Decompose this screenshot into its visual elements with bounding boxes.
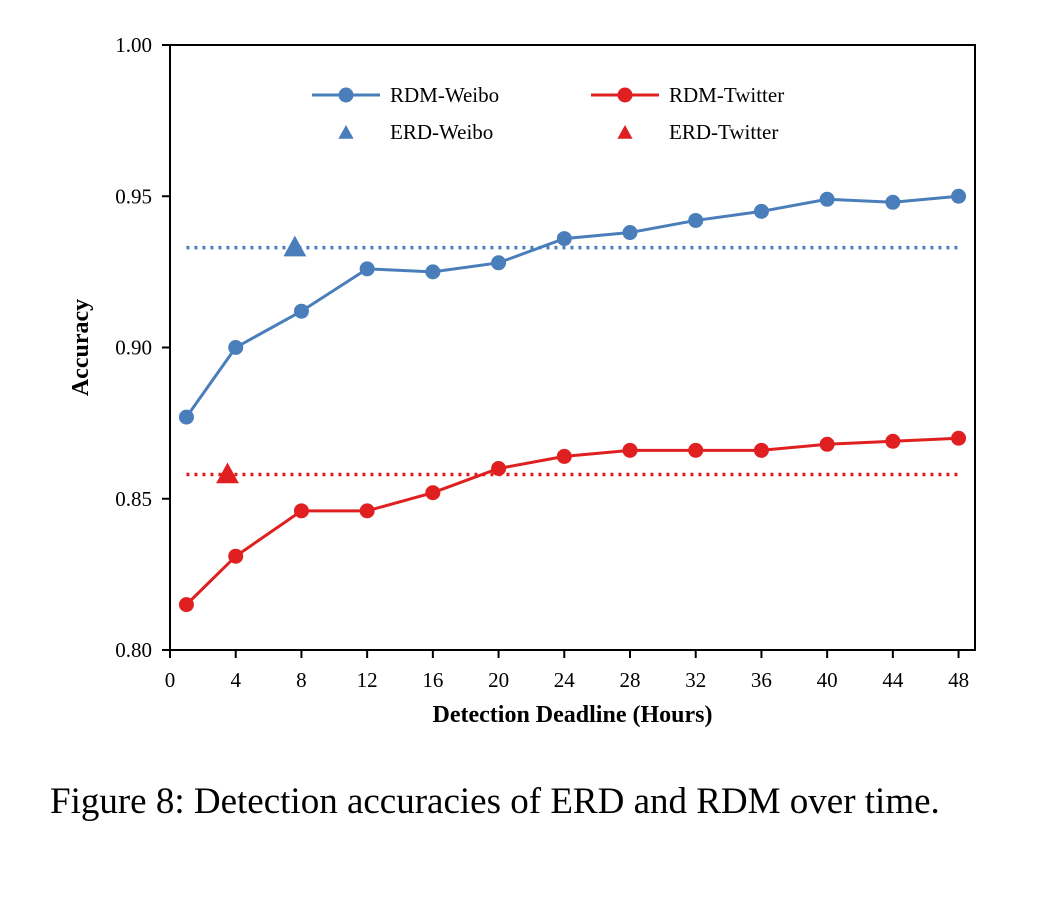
legend-item-erd-twitter: ERD-Twitter	[617, 120, 778, 144]
legend-item-rdm-twitter: RDM-Twitter	[591, 83, 784, 107]
accuracy-chart: 0.800.850.900.951.00 0 4 8 12 16 20 24 28 32 36 40…	[68, 33, 976, 728]
legend-label: RDM-Weibo	[390, 83, 499, 107]
legend: RDM-Weibo RDM-Twitter ERD-Weibo ERD-Twitter	[312, 83, 784, 144]
legend-swatch-marker	[617, 87, 633, 103]
legend-label: RDM-Twitter	[669, 83, 784, 107]
x-tick-label: 28	[620, 668, 641, 692]
rdm-weibo-point	[622, 225, 638, 241]
rdm-twitter-point	[753, 442, 769, 458]
x-tick-label: 24	[554, 668, 576, 692]
rdm-twitter-point	[359, 503, 375, 519]
reference-lines	[186, 245, 959, 477]
rdm-weibo-point	[491, 255, 507, 271]
x-tick-label: 4	[230, 668, 241, 692]
rdm-twitter-point	[425, 485, 441, 501]
x-tick-label: 12	[357, 668, 378, 692]
legend-item-erd-weibo: ERD-Weibo	[338, 120, 493, 144]
legend-label: ERD-Twitter	[669, 120, 778, 144]
x-axis-label: Detection Deadline (Hours)	[433, 702, 713, 728]
rdm-twitter-line	[185, 436, 959, 606]
x-tick-label: 20	[488, 668, 509, 692]
legend-label: ERD-Weibo	[390, 120, 493, 144]
rdm-twitter-point	[556, 448, 572, 464]
rdm-weibo-point	[425, 264, 441, 280]
legend-swatch-marker	[338, 87, 354, 103]
rdm-weibo-point	[228, 340, 244, 355]
x-tick-label: 44	[882, 668, 904, 692]
rdm-twitter-point	[885, 433, 901, 449]
rdm-twitter-point	[951, 430, 967, 446]
figure-caption: Figure 8: Detection accuracies of ERD an…	[50, 781, 940, 822]
y-tick-label: 0.95	[115, 184, 152, 208]
x-tick-label: 8	[296, 668, 307, 692]
rdm-twitter-point	[491, 461, 507, 476]
y-tick-label: 0.80	[115, 638, 152, 662]
y-axis-label: Accuracy	[68, 299, 94, 396]
x-tick-label: 48	[948, 668, 969, 692]
series-lines	[185, 194, 959, 606]
rdm-twitter-point	[622, 442, 638, 458]
plot-area-frame	[169, 44, 976, 651]
rdm-twitter-point	[178, 597, 194, 613]
rdm-twitter-point	[819, 436, 835, 452]
rdm-weibo-point	[753, 203, 769, 219]
rdm-weibo-point	[951, 188, 967, 204]
y-axis-ticks: 0.80 0.85 0.90 0.95 1.00	[115, 33, 170, 662]
rdm-twitter-point	[688, 442, 704, 458]
x-axis-ticks: 0 4 8 12 16 20 24 28 32 36 40 44 48	[165, 650, 969, 692]
rdm-twitter-point	[228, 548, 244, 564]
x-tick-label: 40	[817, 668, 838, 692]
y-tick-label: 0.85	[115, 487, 152, 511]
x-tick-label: 36	[751, 668, 772, 692]
x-tick-label: 0	[165, 668, 176, 692]
x-tick-label: 16	[422, 668, 443, 692]
legend-swatch-marker	[338, 125, 354, 139]
legend-item-rdm-weibo: RDM-Weibo	[312, 83, 499, 107]
rdm-weibo-point	[359, 261, 375, 277]
erd-weibo-point	[283, 235, 307, 257]
rdm-weibo-point	[556, 231, 572, 247]
erd-twitter-point	[216, 462, 239, 484]
rdm-weibo-point	[293, 303, 309, 319]
rdm-weibo-point	[688, 212, 704, 228]
data-markers	[178, 188, 967, 613]
rdm-weibo-point	[178, 409, 194, 425]
rdm-twitter-point	[293, 503, 309, 519]
y-tick-label: 1.00	[115, 33, 152, 57]
x-tick-label: 32	[685, 668, 706, 692]
rdm-weibo-point	[819, 191, 835, 207]
legend-swatch-marker	[617, 125, 633, 139]
y-tick-label: 0.90	[115, 336, 152, 360]
rdm-weibo-point	[885, 194, 901, 210]
